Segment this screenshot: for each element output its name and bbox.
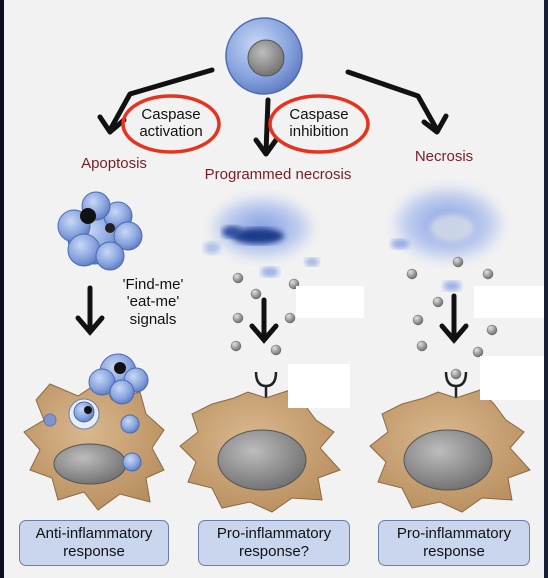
caspase-activation-label: Caspase activation [139, 106, 203, 141]
caspase-inhibition-circle [268, 94, 370, 154]
damp-particles-middle [230, 272, 300, 356]
blank-box-4 [480, 356, 544, 400]
pro-inflammatory-response-question-box: Pro-inflammatory response? [198, 520, 350, 566]
receptor-middle [254, 371, 278, 398]
find-me-eat-me-signals: 'Find-me' 'eat-me' signals [122, 276, 184, 328]
programmed-necrosis-cell [204, 196, 319, 277]
apoptotic-cell [57, 191, 143, 271]
caspase-activation-circle [121, 94, 221, 154]
arrow-to-necrosis [345, 69, 439, 131]
engulfed-apoptotic-cell [43, 353, 149, 472]
pro-inflammatory-response-box: Pro-inflammatory response [378, 520, 530, 566]
necrotic-cell [391, 186, 504, 291]
anti-inflammatory-response-box: Anti-inflammatory response [19, 520, 169, 566]
blank-box-1 [296, 286, 364, 318]
blank-box-2 [474, 286, 544, 318]
arrow-to-apoptosis [107, 67, 215, 133]
apoptosis-label: Apoptosis [81, 155, 147, 172]
healthy-cell [225, 17, 303, 95]
blank-box-3 [288, 364, 350, 408]
damp-particles-right [406, 256, 498, 358]
programmed-necrosis-label: Programmed necrosis [204, 166, 352, 183]
receptor-right [444, 371, 468, 398]
caspase-inhibition-label: Caspase inhibition [289, 106, 349, 141]
arrow-to-programmed-necrosis [263, 97, 271, 155]
necrosis-label: Necrosis [414, 148, 474, 165]
